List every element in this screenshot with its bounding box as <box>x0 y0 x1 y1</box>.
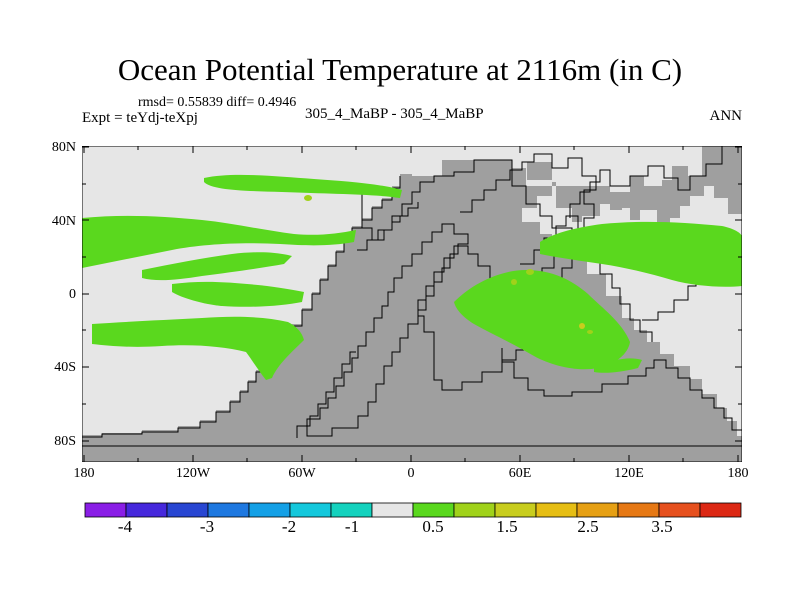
land-bering <box>527 162 552 180</box>
lat-ticks <box>82 146 742 442</box>
anomaly-spot-3 <box>511 279 517 285</box>
colorbar-label: -1 <box>344 517 360 536</box>
colorbar <box>84 502 742 518</box>
lat-label-80s: 80S <box>54 434 76 449</box>
anomaly-equatorial <box>172 281 304 307</box>
anomaly-indian-ocean <box>454 270 630 370</box>
coastline-africa-europe <box>361 159 653 342</box>
colorbar-box <box>330 502 373 518</box>
colorbar-box <box>453 502 496 518</box>
colorbar-box <box>207 502 250 518</box>
anomaly-north-band-2 <box>142 252 292 281</box>
anomaly-north-band <box>82 215 356 268</box>
colorbar-box <box>166 502 209 518</box>
land-main <box>82 146 742 462</box>
experiment-label: Expt = teYdj-teXpj <box>82 110 198 126</box>
lat-label-eq: 0 <box>69 287 76 302</box>
anomaly-north-pacific <box>540 221 742 287</box>
colorbar-box <box>371 502 414 518</box>
anomaly-map <box>82 146 742 462</box>
colorbar-label: 0.5 <box>422 517 444 536</box>
colorbar-box <box>84 502 127 518</box>
anomaly-spot-1 <box>304 195 312 201</box>
colorbar-box <box>576 502 619 518</box>
case-label: 305_4_MaBP - 305_4_MaBP <box>305 106 484 122</box>
colorbar-label: 1.5 <box>496 517 518 536</box>
colorbar-box <box>617 502 660 518</box>
stats-label: rmsd= 0.55839 diff= 0.4946 <box>138 95 297 110</box>
lon-ticks <box>83 146 739 462</box>
anomaly-north-atlantic <box>204 174 402 198</box>
anomaly-spot-5 <box>587 330 593 334</box>
lon-label-120e: 120E <box>614 466 644 481</box>
anomaly-spot-4 <box>579 323 585 329</box>
colorbar-box <box>412 502 455 518</box>
coastline-east-asia <box>569 146 723 218</box>
lon-label-180w: 180 <box>73 466 95 481</box>
anomaly-spot-2 <box>526 269 534 275</box>
colorbar-label: -3 <box>199 517 215 536</box>
lat-label-40s: 40S <box>54 360 76 375</box>
lon-label-60w: 60W <box>288 466 316 481</box>
colorbar-label: -4 <box>117 517 133 536</box>
plot-title: Ocean Potential Temperature at 2116m (in… <box>117 52 683 87</box>
lat-label-40n: 40N <box>51 214 76 229</box>
lon-label-60e: 60E <box>508 466 532 481</box>
lon-label-180e: 180 <box>727 466 749 481</box>
colorbar-box <box>535 502 578 518</box>
colorbar-box <box>494 502 537 518</box>
coastline-southern-ocean <box>501 348 742 431</box>
colorbar-label: 3.5 <box>651 517 673 536</box>
season-label: ANN <box>709 108 743 124</box>
lon-label-120w: 120W <box>175 466 211 481</box>
colorbar-box <box>289 502 332 518</box>
colorbar-box <box>248 502 291 518</box>
lon-label-0: 0 <box>407 466 415 481</box>
anomaly-south-pacific <box>92 316 304 380</box>
colorbar-box <box>658 502 701 518</box>
anomaly-west-pacific <box>594 358 642 373</box>
colorbar-label: 2.5 <box>577 517 599 536</box>
colorbar-label: -2 <box>281 517 297 536</box>
coastline-south-america <box>306 223 469 437</box>
coastline-south-america-inner <box>296 351 356 438</box>
colorbar-box <box>699 502 742 518</box>
lat-label-80n: 80N <box>51 140 76 155</box>
colorbar-box <box>125 502 168 518</box>
